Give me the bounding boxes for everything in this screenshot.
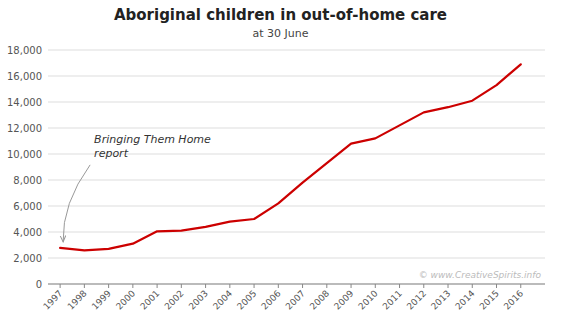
x-tick (84, 284, 85, 288)
x-tick-label: 2005 (235, 288, 258, 311)
x-tick (229, 284, 230, 288)
x-tick (205, 284, 206, 288)
x-tick-label: 2001 (138, 288, 161, 311)
x-tick-label: 2007 (284, 288, 307, 311)
grid-line (48, 284, 545, 285)
data-line (60, 64, 521, 250)
x-tick (326, 284, 327, 288)
x-tick-label: 1998 (66, 288, 89, 311)
y-tick-label: 16,000 (7, 71, 42, 82)
grid-line (48, 180, 545, 181)
x-axis-line (48, 284, 545, 285)
y-tick-label: 14,000 (7, 97, 42, 108)
x-tick-label: 2003 (187, 288, 210, 311)
x-tick (302, 284, 303, 288)
x-tick-label: 1999 (90, 288, 113, 311)
grid (48, 50, 545, 284)
x-tick (181, 284, 182, 288)
chart: Aboriginal children in out-of-home care a… (0, 0, 561, 324)
grid-line (48, 206, 545, 207)
x-tick-label: 2014 (453, 288, 476, 311)
y-tick-label: 6,000 (13, 201, 42, 212)
x-tick-label: 2002 (162, 288, 185, 311)
watermark: © www.CreativeSpirits.info (419, 270, 542, 280)
x-tick (278, 284, 279, 288)
y-tick-label: 0 (36, 279, 42, 290)
grid-line (48, 258, 545, 259)
x-tick (60, 284, 61, 288)
x-tick-label: 2012 (405, 288, 428, 311)
x-tick (472, 284, 473, 288)
grid-line (48, 50, 545, 51)
grid-line (48, 76, 545, 77)
plot-area (60, 64, 521, 250)
annotations: Bringing Them Homereport © www.CreativeSp… (63, 133, 541, 280)
x-tick (132, 284, 133, 288)
x-tick-label: 2009 (332, 288, 355, 311)
y-tick-label: 10,000 (7, 149, 42, 160)
y-tick-label: 2,000 (13, 253, 42, 264)
y-tick-label: 12,000 (7, 123, 42, 134)
x-tick-label: 1997 (41, 288, 64, 311)
x-tick-label: 2008 (308, 288, 331, 311)
x-tick (520, 284, 521, 288)
x-tick-label: 2004 (211, 288, 234, 311)
x-tick-label: 2011 (381, 288, 404, 311)
title: Aboriginal children in out-of-home care (114, 6, 447, 24)
y-tick-label: 8,000 (13, 175, 42, 186)
x-tick-label: 2013 (429, 288, 452, 311)
x-tick (496, 284, 497, 288)
annotation-arrow (63, 165, 90, 242)
x-tick (375, 284, 376, 288)
subtitle: at 30 June (253, 27, 309, 40)
x-tick (448, 284, 449, 288)
x-tick-label: 2016 (502, 288, 525, 311)
x-tick-label: 2006 (259, 288, 282, 311)
y-axis: 0 2,000 4,000 6,000 8,000 10,000 12,000 14,000 1… (7, 45, 42, 290)
x-tick (108, 284, 109, 288)
x-tick (351, 284, 352, 288)
x-tick-label: 2000 (114, 288, 137, 311)
x-axis: 1997199819992000200120022003200420052006… (41, 284, 545, 312)
y-tick-label: 4,000 (13, 227, 42, 238)
x-tick (254, 284, 255, 288)
x-tick (157, 284, 158, 288)
grid-line (48, 128, 545, 129)
x-tick (399, 284, 400, 288)
y-tick-label: 18,000 (7, 45, 42, 56)
x-tick-label: 2015 (478, 288, 501, 311)
x-tick-label: 2010 (356, 288, 379, 311)
x-tick (423, 284, 424, 288)
grid-line (48, 232, 545, 233)
annotation: Bringing Them Homereport (94, 133, 211, 160)
